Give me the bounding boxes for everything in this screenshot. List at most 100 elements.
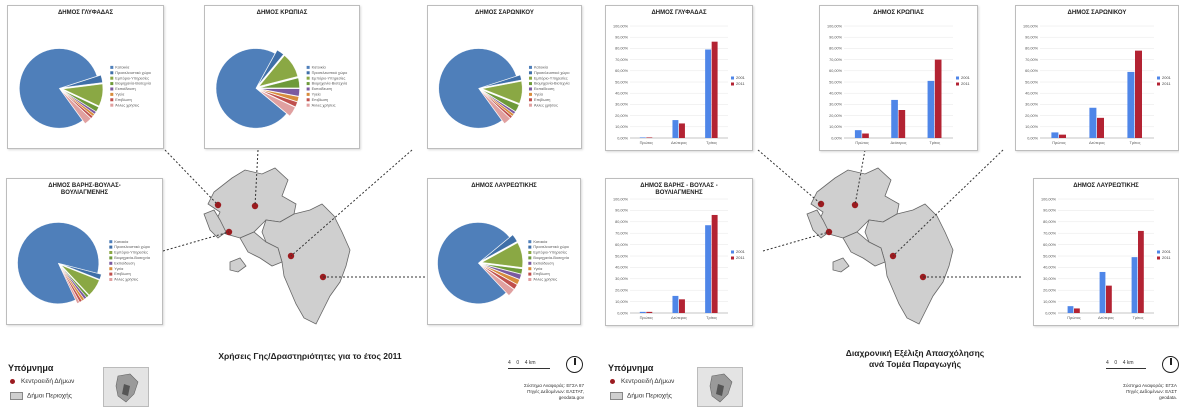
pie-slice[interactable] [62, 83, 104, 107]
legend-label: 2011 [1162, 81, 1171, 86]
bar-2001[interactable] [705, 49, 712, 138]
pie-slice[interactable] [19, 48, 98, 129]
pie-slice[interactable] [481, 89, 520, 112]
pie-panel-lavreotiki[interactable]: ΔΗΜΟΣ ΛΑΥΡΕΩΤΙΚΗΣ Κατοικία Προσελευστικό … [427, 178, 581, 325]
y-tick-label: 40,00% [1025, 92, 1039, 96]
y-tick-label: 60,00% [615, 69, 629, 73]
bar-2001[interactable] [891, 99, 898, 138]
pie-slice[interactable] [481, 90, 516, 115]
pie-slice[interactable] [62, 90, 97, 115]
pie-slice[interactable] [62, 90, 99, 112]
pie-slice[interactable] [61, 265, 100, 296]
pie-slice[interactable] [481, 265, 515, 296]
bar-2011[interactable] [934, 59, 942, 138]
bar-panel-glyfada[interactable]: ΔΗΜΟΣ ΓΛΥΦΑΔΑΣ 0,00% 10,00% 20,00% 30,00% 40… [605, 5, 753, 151]
pie-slice[interactable] [259, 89, 299, 102]
pie-slice[interactable] [62, 90, 95, 117]
bar-panel-kropia[interactable]: ΔΗΜΟΣ ΚΡΩΠΙΑΣ 0,00% 10,00% 20,00% 30,00% 40,… [819, 5, 978, 151]
legend-swatch [1157, 76, 1160, 80]
bar-2001[interactable] [854, 130, 862, 138]
pie-panel-vari-voula-vouliagmeni[interactable]: ΔΗΜΟΣ ΒΑΡΗΣ-ΒΟΥΛΑΣ-ΒΟΥΛΙΑΓΜΕΝΗΣ Κατοικία… [6, 178, 163, 325]
pie-slice[interactable] [61, 264, 102, 280]
legend-swatch [109, 261, 113, 265]
pie-slice[interactable] [481, 234, 518, 262]
bar-2011[interactable] [679, 123, 685, 138]
pie-slice[interactable] [481, 242, 523, 268]
centroid-glyfada[interactable] [817, 200, 825, 208]
bar-2011[interactable] [898, 110, 906, 138]
legend-swatch [1157, 256, 1160, 260]
bar-2001[interactable] [1089, 107, 1097, 138]
bar-panel-vari-voula-vouliagmeni[interactable]: ΔΗΜΟΣ ΒΑΡΗΣ - ΒΟΥΛΑΣ - ΒΟΥΛΙΑΓΜΕΝΗΣ 0,00… [605, 178, 753, 326]
legend-label: Άλλες χρήσεις [114, 278, 138, 282]
pie-slice[interactable] [257, 49, 284, 86]
bar-2001[interactable] [705, 225, 712, 313]
pie-slice[interactable] [481, 81, 523, 104]
y-tick-label: 50,00% [829, 80, 843, 84]
pie-slice[interactable] [482, 74, 522, 88]
pie-panel-kropia[interactable]: ΔΗΜΟΣ ΚΡΩΠΙΑΣ Κατοικία Προσελευστικό χώρο… [204, 5, 360, 149]
bar-2011[interactable] [679, 299, 685, 313]
bar-2011[interactable] [646, 311, 653, 313]
centroid-kropia[interactable] [851, 201, 859, 209]
municipality-polygon[interactable] [239, 231, 283, 267]
pie-slice[interactable] [481, 264, 522, 280]
bar-2001[interactable] [1051, 132, 1059, 138]
pie-slice[interactable] [61, 91, 92, 124]
legend-label: Βιομηχανία-Βιοτεχνία [534, 82, 570, 86]
pie-slice[interactable] [259, 77, 300, 89]
centroid-saronikos[interactable] [889, 252, 897, 260]
bar-2001[interactable] [639, 311, 646, 313]
pie-panel-saronikos[interactable]: ΔΗΜΟΣ ΣΑΡΩΝΙΚΟΥ Κατοικία Προσελευστικό χώ… [427, 5, 582, 149]
pie-slice[interactable] [437, 222, 510, 304]
pie-slice[interactable] [438, 48, 517, 129]
bar-2011[interactable] [1097, 117, 1104, 138]
bar-2001[interactable] [1067, 306, 1074, 313]
bar-2001[interactable] [1131, 257, 1138, 313]
pie-slice[interactable] [482, 263, 523, 275]
bar-2001[interactable] [927, 80, 935, 138]
pie-slice[interactable] [60, 266, 83, 303]
pie-slice[interactable] [62, 74, 103, 88]
bar-2001[interactable] [672, 295, 679, 313]
pie-slice[interactable] [481, 265, 518, 290]
pie-panel-glyfada[interactable]: ΔΗΜΟΣ ΓΛΥΦΑΔΑΣ Κατοικία Προσελευστικό χώρ… [7, 5, 164, 149]
bar-2001[interactable] [1099, 271, 1106, 313]
bar-2011[interactable] [1059, 134, 1066, 138]
bar-2001[interactable] [639, 137, 646, 138]
bar-2011[interactable] [1138, 230, 1144, 313]
bar-2011[interactable] [711, 214, 718, 313]
bar-2011[interactable] [711, 41, 718, 138]
pie-slice[interactable] [62, 90, 94, 119]
y-tick-label: 70,00% [615, 232, 629, 236]
bar-2001[interactable] [1127, 71, 1135, 138]
pie-slice[interactable] [59, 266, 80, 304]
municipality-polygon[interactable] [842, 231, 886, 267]
pie-slice[interactable] [258, 55, 298, 87]
bar-2001[interactable] [672, 120, 679, 138]
y-tick-label: 90,00% [615, 209, 629, 213]
pie-slice[interactable] [215, 48, 287, 129]
pie-slice[interactable] [480, 91, 511, 124]
bar-panel-saronikos[interactable]: ΔΗΜΟΣ ΣΑΡΩΝΙΚΟΥ 0,00% 10,00% 20,00% 30,00% 4… [1015, 5, 1179, 151]
pie-slice[interactable] [17, 222, 99, 304]
bar-panel-lavreotiki[interactable]: ΔΗΜΟΣ ΛΑΥΡΕΩΤΙΚΗΣ 0,00% 10,00% 20,00% 30,00… [1033, 178, 1179, 326]
pie-slice[interactable] [60, 266, 85, 301]
bar-2011[interactable] [1074, 308, 1080, 313]
pie-slice[interactable] [259, 90, 296, 117]
centroid-lavreotiki[interactable] [919, 273, 927, 281]
pie-slice[interactable] [259, 88, 300, 97]
pie-slice[interactable] [60, 266, 87, 300]
bar-2011[interactable] [1106, 285, 1112, 313]
pie-slice[interactable] [481, 90, 513, 119]
pie-slice[interactable] [60, 265, 89, 298]
legend-swatch [956, 82, 959, 86]
pie-slice[interactable] [481, 90, 515, 117]
pie-slice[interactable] [259, 89, 298, 108]
pie-slice[interactable] [481, 264, 520, 285]
bar-2011[interactable] [862, 133, 869, 138]
bar-2011[interactable] [646, 137, 653, 138]
y-tick-label: 100,00% [613, 24, 629, 28]
legend-label: Προσελευστικό χώρο [534, 71, 570, 75]
bar-2011[interactable] [1135, 50, 1142, 138]
